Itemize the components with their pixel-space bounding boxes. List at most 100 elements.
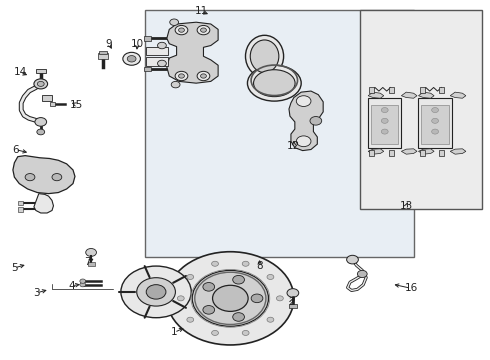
Circle shape xyxy=(381,129,388,134)
Bar xyxy=(99,51,107,54)
Bar xyxy=(98,53,108,59)
Ellipse shape xyxy=(247,65,301,101)
Circle shape xyxy=(178,74,184,78)
Text: 1: 1 xyxy=(171,327,177,337)
Circle shape xyxy=(187,274,194,279)
Text: 4: 4 xyxy=(68,281,75,291)
Circle shape xyxy=(200,28,206,32)
Bar xyxy=(145,10,414,257)
Circle shape xyxy=(296,136,311,147)
Polygon shape xyxy=(368,149,384,154)
Circle shape xyxy=(346,255,358,264)
Circle shape xyxy=(158,42,166,49)
Bar xyxy=(36,69,46,73)
Circle shape xyxy=(357,270,367,278)
Circle shape xyxy=(242,330,249,336)
Text: 3: 3 xyxy=(33,288,40,298)
Bar xyxy=(49,102,55,106)
Bar xyxy=(147,46,168,55)
Polygon shape xyxy=(450,149,466,154)
Text: 8: 8 xyxy=(256,261,263,271)
Bar xyxy=(42,95,52,101)
Text: 7: 7 xyxy=(84,257,91,267)
Text: 6: 6 xyxy=(12,144,19,154)
Bar xyxy=(389,87,393,93)
Circle shape xyxy=(137,278,175,306)
Polygon shape xyxy=(167,22,218,83)
Circle shape xyxy=(158,60,166,67)
Bar xyxy=(144,67,151,71)
Circle shape xyxy=(175,26,188,35)
Circle shape xyxy=(296,96,311,107)
Bar xyxy=(88,262,95,266)
Bar xyxy=(440,87,444,93)
Text: 10: 10 xyxy=(131,39,144,49)
Bar xyxy=(289,304,297,308)
Circle shape xyxy=(80,279,86,283)
Bar xyxy=(389,150,393,156)
Bar xyxy=(420,87,425,93)
Text: 15: 15 xyxy=(70,100,83,110)
Circle shape xyxy=(197,26,210,35)
Circle shape xyxy=(86,248,97,256)
Polygon shape xyxy=(401,92,417,98)
Bar xyxy=(418,98,452,148)
Circle shape xyxy=(203,283,215,291)
Circle shape xyxy=(310,117,322,125)
Polygon shape xyxy=(13,156,75,194)
Text: 9: 9 xyxy=(106,39,113,49)
Ellipse shape xyxy=(250,40,279,73)
Circle shape xyxy=(203,306,215,314)
Bar xyxy=(440,150,444,156)
Polygon shape xyxy=(368,92,384,98)
Polygon shape xyxy=(450,92,466,98)
Circle shape xyxy=(432,129,439,134)
Text: 11: 11 xyxy=(195,6,208,17)
Circle shape xyxy=(212,261,219,266)
Bar xyxy=(369,150,374,156)
Polygon shape xyxy=(289,91,323,150)
Ellipse shape xyxy=(245,35,284,77)
Circle shape xyxy=(381,118,388,123)
Circle shape xyxy=(233,313,245,321)
Text: 2: 2 xyxy=(288,297,294,307)
Circle shape xyxy=(432,118,439,123)
Bar xyxy=(421,105,449,144)
Bar xyxy=(18,201,23,206)
Circle shape xyxy=(80,283,86,287)
Circle shape xyxy=(381,108,388,113)
Circle shape xyxy=(276,296,283,301)
Polygon shape xyxy=(401,149,417,154)
Circle shape xyxy=(187,317,194,322)
Circle shape xyxy=(432,108,439,113)
Polygon shape xyxy=(34,194,53,213)
Text: 16: 16 xyxy=(405,283,418,293)
Circle shape xyxy=(123,52,141,65)
Circle shape xyxy=(52,174,62,181)
Circle shape xyxy=(34,79,48,89)
Bar xyxy=(360,10,482,209)
Circle shape xyxy=(267,317,274,322)
Circle shape xyxy=(177,296,184,301)
Circle shape xyxy=(25,174,35,181)
Circle shape xyxy=(213,285,248,311)
Circle shape xyxy=(37,129,45,135)
Circle shape xyxy=(233,275,245,284)
Circle shape xyxy=(242,261,249,266)
Bar xyxy=(18,207,23,212)
Circle shape xyxy=(267,274,274,279)
Circle shape xyxy=(146,285,166,299)
Circle shape xyxy=(37,81,44,86)
Ellipse shape xyxy=(253,70,295,96)
Circle shape xyxy=(200,74,206,78)
Circle shape xyxy=(287,289,299,297)
Circle shape xyxy=(35,118,47,126)
Circle shape xyxy=(171,81,180,88)
Circle shape xyxy=(121,266,191,318)
Text: 14: 14 xyxy=(14,67,27,77)
Circle shape xyxy=(251,294,263,303)
Text: 13: 13 xyxy=(400,201,413,211)
Circle shape xyxy=(175,71,188,81)
Circle shape xyxy=(167,252,294,345)
Circle shape xyxy=(192,270,269,326)
